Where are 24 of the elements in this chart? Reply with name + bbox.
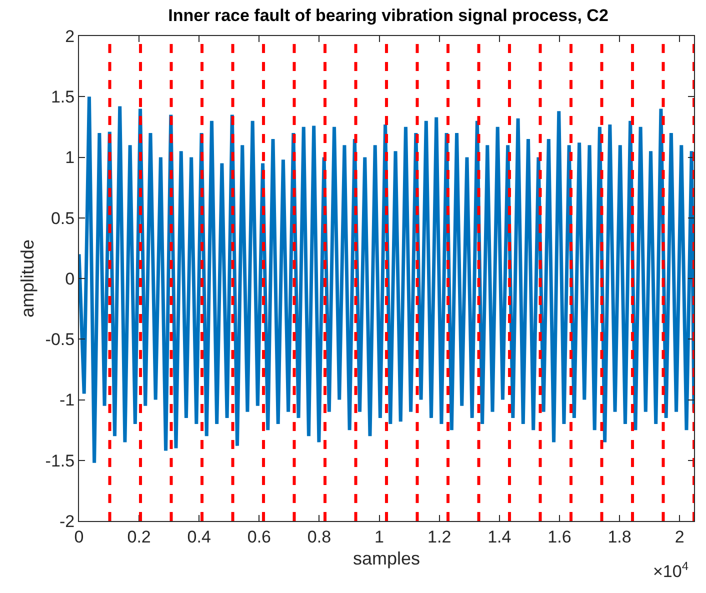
- x-tick-label: 2: [674, 527, 684, 546]
- line-series: [79, 94, 694, 465]
- y-tick-label: -2: [59, 512, 75, 531]
- x-axis-title: samples: [352, 548, 420, 568]
- y-tick-label: -1.5: [45, 451, 75, 470]
- y-tick-label: 1: [65, 148, 75, 168]
- y-tick-label: 1.5: [50, 88, 75, 107]
- x-tick-label: 0.8: [307, 527, 332, 546]
- y-tick-label: -0.5: [45, 330, 75, 350]
- x-tick-label: 0.6: [247, 527, 271, 546]
- x-tick-label: 0.2: [127, 527, 151, 546]
- x-tick-label: 1.4: [488, 527, 512, 546]
- y-tick-label: -1: [59, 390, 75, 410]
- x-tick-label: 1.2: [428, 527, 452, 546]
- chart-title: Inner race fault of bearing vibration signal process, C2: [168, 6, 608, 25]
- y-tick-label: 0: [65, 269, 75, 288]
- y-tick-label: 0.5: [50, 208, 75, 228]
- x-tick-label: 1.6: [548, 527, 572, 546]
- x-tick-label: 1: [374, 527, 384, 546]
- text: ×10$^{4}$: [653, 559, 689, 582]
- x-tick-label: 1.8: [608, 527, 632, 546]
- y-axis-title: amplitude: [18, 239, 38, 318]
- x-tick-label: 0.4: [187, 527, 211, 546]
- y-tick-label: 2: [65, 26, 75, 46]
